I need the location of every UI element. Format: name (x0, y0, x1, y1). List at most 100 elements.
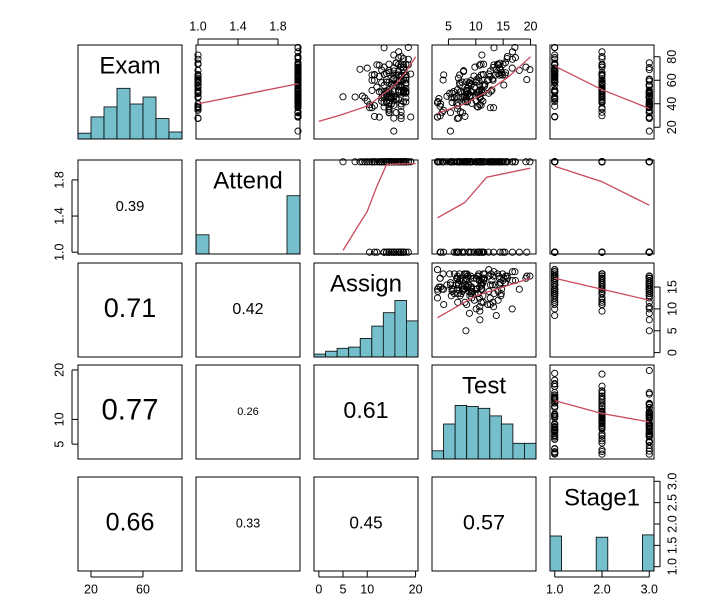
scatter-point-exam-vs-test (488, 75, 496, 83)
scatter-point-attend-vs-assign (390, 248, 398, 256)
scatter-point-assign-vs-test (446, 279, 455, 287)
scatter-point-exam-vs-test (462, 78, 470, 86)
scatter-point-exam-vs-stage1 (551, 78, 559, 86)
histogram-bar-exam (129, 103, 144, 140)
scatter-point-attend-vs-assign (370, 158, 379, 166)
scatter-point-exam-vs-stage1 (598, 108, 606, 116)
scatter-point-attend-vs-test (472, 158, 480, 166)
scatter-point-exam-vs-test (495, 71, 503, 79)
scatter-point-exam-vs-assign (339, 93, 347, 101)
scatter-point-exam-vs-attend (294, 61, 302, 69)
histogram-bar-test (477, 407, 491, 460)
scatter-point-exam-vs-assign (380, 70, 388, 78)
scatter-point-exam-vs-stage1 (551, 102, 559, 110)
scatter-point-assign-vs-stage1 (645, 309, 653, 317)
correlation-test-vs-attend: 0.26 (237, 406, 258, 418)
scatter-point-exam-vs-test (490, 104, 498, 112)
scatter-point-attend-vs-test (439, 248, 448, 256)
scatter-point-exam-vs-assign (397, 102, 405, 110)
scatter-point-exam-vs-attend (294, 69, 302, 77)
scatter-point-assign-vs-test (464, 283, 472, 291)
scatter-point-assign-vs-test (464, 272, 472, 280)
scatter-point-test-vs-stage1 (598, 420, 606, 428)
scatter-point-assign-vs-test (498, 285, 506, 293)
histogram-bar-assign (325, 350, 338, 358)
tick-label-top-test: 15 (496, 19, 510, 33)
scatter-point-exam-vs-assign (363, 64, 371, 72)
scatter-point-assign-vs-test (487, 270, 495, 278)
scatter-point-exam-vs-assign (390, 127, 398, 135)
scatter-point-attend-vs-test (501, 248, 509, 256)
scatter-point-assign-vs-test (497, 292, 505, 300)
scatter-point-assign-vs-stage1 (645, 274, 653, 282)
scatter-point-exam-vs-test (480, 82, 489, 90)
panel-frame-attend-vs-exam (77, 159, 183, 255)
scatter-point-exam-vs-stage1 (551, 113, 559, 121)
scatter-point-exam-vs-stage1 (598, 69, 606, 77)
scatter-point-test-vs-stage1 (551, 444, 559, 453)
scatter-point-assign-vs-test (443, 281, 451, 289)
scatter-point-test-vs-stage1 (598, 370, 606, 378)
scatter-point-test-vs-stage1 (598, 405, 606, 413)
scatter-point-exam-vs-test (485, 76, 493, 84)
scatter-point-exam-vs-assign (395, 60, 403, 68)
scatter-point-attend-vs-assign (356, 158, 364, 166)
scatter-point-attend-vs-assign (397, 158, 405, 166)
tick-label-left-attend: 1.4 (52, 207, 66, 224)
panel-frame-assign-vs-attend (195, 262, 301, 358)
scatter-point-exam-vs-assign (366, 101, 374, 109)
scatter-point-exam-vs-assign (351, 93, 359, 101)
scatter-point-attend-vs-assign (399, 158, 408, 166)
tick-label-left-test: 10 (52, 412, 66, 426)
scatter-point-exam-vs-stage1 (598, 112, 606, 120)
scatter-point-exam-vs-test (476, 86, 484, 94)
scatter-point-test-vs-stage1 (645, 450, 653, 458)
tick-label-right-assign: 15 (665, 280, 679, 294)
scatter-point-exam-vs-stage1 (551, 97, 559, 106)
scatter-point-exam-vs-attend (194, 51, 202, 59)
scatter-point-exam-vs-stage1 (645, 82, 653, 90)
scatter-point-exam-vs-test (456, 108, 464, 116)
scatter-point-test-vs-stage1 (598, 439, 606, 447)
smoother-line-test-vs-stage1 (554, 399, 650, 423)
scatter-point-exam-vs-assign (373, 83, 381, 91)
scatter-point-test-vs-stage1 (551, 376, 559, 384)
scatter-point-exam-vs-attend (294, 127, 302, 135)
scatter-point-test-vs-stage1 (551, 380, 559, 388)
scatter-point-attend-vs-test (492, 158, 500, 166)
scatter-point-attend-vs-test (523, 248, 531, 256)
scatter-point-exam-vs-stage1 (645, 77, 653, 85)
scatter-point-assign-vs-test (435, 283, 443, 291)
scatter-point-exam-vs-test (454, 94, 462, 102)
scatter-point-assign-vs-test (454, 290, 462, 298)
histogram-bar-test (454, 404, 468, 460)
scatter-point-attend-vs-assign (392, 248, 400, 256)
scatter-point-exam-vs-test (475, 61, 484, 69)
scatter-point-exam-vs-assign (387, 92, 395, 100)
scatter-point-test-vs-stage1 (598, 437, 606, 445)
scatter-point-assign-vs-test (462, 327, 470, 335)
tick-label-top-attend: 1.4 (229, 19, 246, 33)
scatter-point-test-vs-stage1 (645, 447, 653, 455)
scatter-point-attend-vs-assign (373, 248, 381, 256)
scatter-point-assign-vs-test (465, 287, 473, 295)
scatter-point-attend-vs-test (470, 248, 478, 256)
tick-label-bottom-exam: 60 (136, 582, 150, 596)
scatter-point-assign-vs-test (495, 272, 503, 280)
scatter-point-exam-vs-test (461, 112, 469, 120)
scatter-point-exam-vs-test (433, 113, 442, 121)
scatter-point-exam-vs-assign (399, 88, 408, 96)
tick-label-bottom-stage1: 3.0 (641, 582, 658, 596)
scatter-point-assign-vs-test (434, 287, 442, 295)
scatter-point-test-vs-stage1 (645, 431, 653, 439)
correlation-stage1-vs-attend: 0.33 (236, 516, 260, 530)
scatter-point-assign-vs-test (526, 272, 534, 280)
scatter-point-exam-vs-attend (294, 109, 302, 117)
scatter-point-test-vs-stage1 (645, 366, 653, 375)
scatter-point-exam-vs-test (474, 103, 482, 111)
scatter-point-attend-vs-assign (366, 248, 374, 256)
scatter-point-assign-vs-test (456, 276, 464, 285)
scatter-point-assign-vs-test (492, 311, 500, 320)
scatter-point-exam-vs-assign (390, 92, 398, 100)
